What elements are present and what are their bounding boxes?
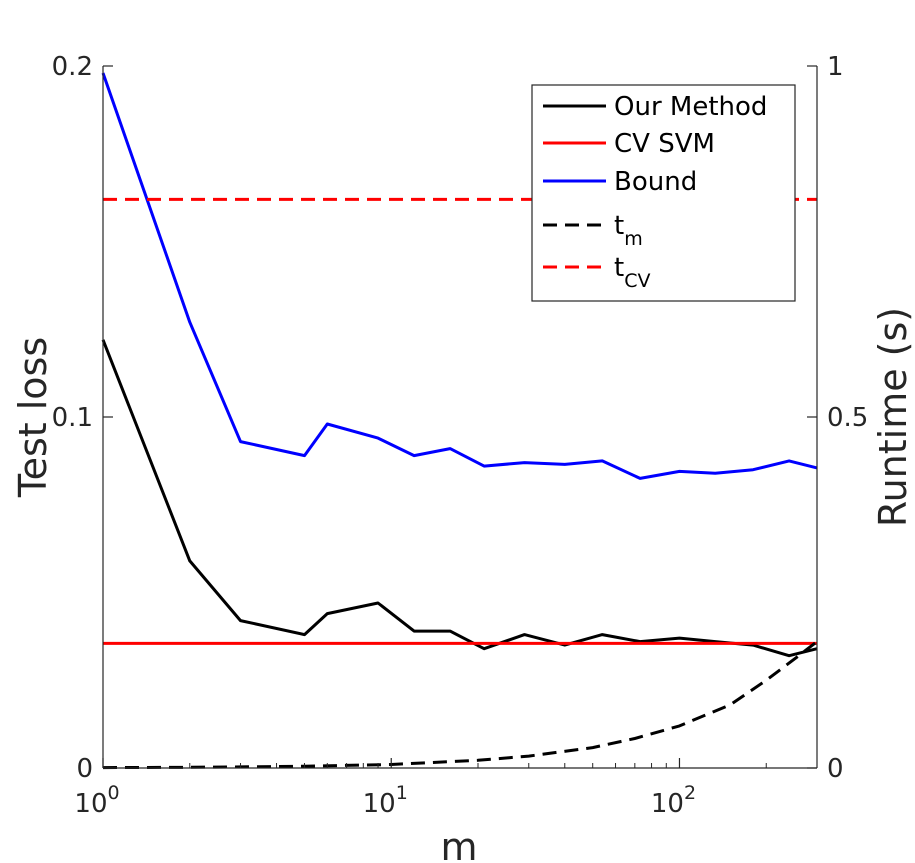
- y-right-tick-label: 1: [827, 52, 844, 82]
- x-tick-label: 102: [651, 782, 696, 819]
- legend-label-t-m: tm: [614, 211, 643, 250]
- legend-label-our-method: Our Method: [614, 92, 767, 122]
- series-line-bound: [101, 72, 818, 480]
- y-axis-left-title: Test loss: [11, 337, 55, 498]
- y-right-tick-label: 0.5: [827, 403, 868, 433]
- y-right-tick-label: 0: [827, 754, 844, 784]
- y-left-tick-label: 0.2: [52, 52, 93, 82]
- legend-label-cv-svm: CV SVM: [614, 129, 715, 159]
- series-line-t-m: [102, 640, 818, 770]
- legend-label-t-cv: tCV: [614, 253, 650, 292]
- y-left-tick-label: 0.1: [52, 403, 93, 433]
- legend-box: [531, 84, 796, 302]
- y-left-tick-label: 0: [76, 754, 93, 784]
- y-axis-right-title: Runtime (s): [871, 307, 915, 527]
- series-line-our-method: [101, 339, 818, 658]
- ticks: 100 101 102 0 0.1 0.2 0 0.5 1: [52, 52, 869, 819]
- x-axis-title: m: [440, 825, 477, 863]
- x-tick-label: 101: [363, 782, 408, 819]
- legend-label-bound: Bound: [614, 167, 697, 197]
- x-tick-label: 100: [74, 782, 119, 819]
